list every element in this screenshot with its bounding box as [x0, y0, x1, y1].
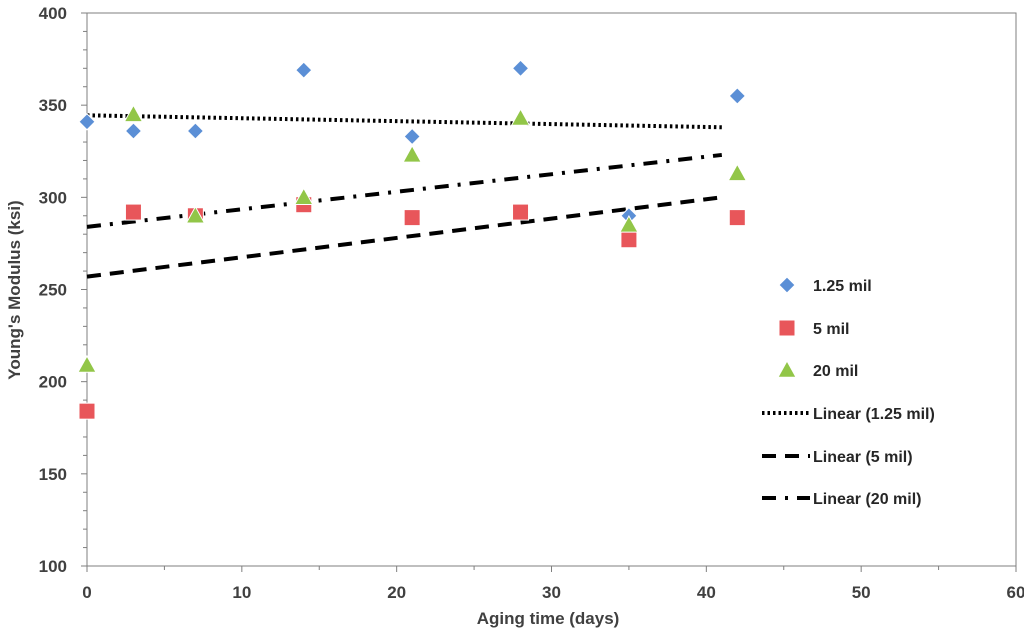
data-point [124, 122, 143, 140]
data-point [295, 61, 313, 79]
x-axis-title: Aging time (days) [477, 609, 620, 628]
data-point [185, 205, 206, 224]
y-tick-label: 300 [39, 188, 67, 207]
y-tick-label: 350 [39, 96, 67, 115]
y-tick-label: 400 [39, 4, 67, 23]
x-tick-label: 30 [542, 583, 561, 602]
data-point [620, 231, 638, 249]
data-point [293, 187, 314, 206]
data-point [123, 104, 144, 123]
data-point [77, 355, 97, 373]
x-tick-label: 50 [852, 583, 871, 602]
y-tick-label: 150 [39, 465, 67, 484]
x-tick-label: 20 [387, 583, 406, 602]
legend-label: 1.25 mil [813, 278, 872, 295]
y-axis: 100 150 200 250 300 350 400 [39, 4, 87, 576]
y-tick-label: 250 [39, 281, 67, 300]
data-point [402, 144, 422, 163]
plot-area [86, 12, 1017, 567]
x-tick-label: 0 [82, 583, 91, 602]
data-point [728, 87, 747, 105]
data-point [727, 163, 748, 182]
legend: 1.25 mil 5 mil 20 mil Linear (1.25 mil) Line… [762, 276, 935, 508]
legend-label: Linear (5 mil) [813, 449, 913, 466]
y-tick-label: 200 [39, 373, 67, 392]
data-point [78, 113, 96, 131]
legend-marker [778, 276, 796, 294]
legend-label: 20 mil [813, 363, 858, 380]
data-point [403, 127, 421, 146]
legend-marker [778, 319, 796, 337]
data-point [124, 203, 142, 221]
data-point [512, 203, 530, 221]
data-point [619, 214, 639, 233]
trendline [86, 113, 722, 130]
legend-marker [777, 359, 797, 378]
legend-label: Linear (1.25 mil) [813, 406, 935, 423]
data-point [78, 402, 96, 420]
x-tick-label: 40 [697, 583, 716, 602]
x-tick-label: 60 [1007, 583, 1024, 602]
data-point [186, 122, 205, 140]
data-point [728, 209, 746, 227]
x-tick-label: 10 [232, 583, 251, 602]
legend-label: Linear (20 mil) [813, 491, 921, 508]
y-tick-label: 100 [39, 557, 67, 576]
x-axis: 0 10 20 30 40 50 60 [82, 566, 1024, 602]
y-axis-title: Young's Modulus (ksi) [5, 200, 24, 379]
data-point [511, 59, 530, 78]
data-point [510, 108, 531, 126]
data-point [403, 209, 421, 227]
legend-label: 5 mil [813, 321, 849, 338]
trendline [86, 195, 723, 279]
data-points [77, 59, 748, 420]
